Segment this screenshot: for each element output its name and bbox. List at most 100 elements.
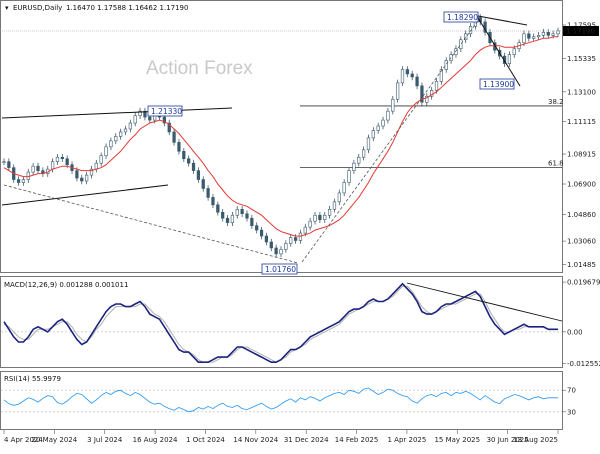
candle-body: [430, 90, 434, 97]
rsi-plot: [1, 387, 562, 413]
price-tick-label: 1.15335: [567, 55, 596, 63]
dashed-trendline: [301, 17, 481, 263]
candle-body: [342, 182, 346, 194]
candle-body: [250, 217, 254, 226]
price-tick-label: 1.03060: [567, 238, 596, 246]
candle-body: [381, 119, 385, 127]
rsi-label: RSI(14) 55.9979: [4, 375, 61, 383]
candle-body: [182, 150, 186, 160]
candle-body: [284, 243, 288, 250]
channel-lower-line: [1, 184, 169, 206]
ohlc-readout: 1.16470 1.17588 1.16462 1.17190: [66, 4, 188, 12]
candle-body: [65, 158, 69, 165]
candle-body: [347, 170, 351, 183]
candle-body: [191, 162, 196, 171]
candle-body: [128, 122, 132, 130]
candle-body: [439, 69, 443, 82]
x-tick-label: 4 Apr 2024: [4, 436, 43, 444]
candle-body: [444, 60, 448, 70]
candle-body: [425, 95, 429, 103]
annotation-box: [479, 78, 515, 90]
x-tick-label: 1 Apr 2025: [387, 436, 426, 444]
price-tick-label: 1.06900: [567, 181, 596, 189]
candle-body: [400, 69, 405, 84]
candle-body: [225, 217, 230, 223]
candle-body: [454, 48, 458, 55]
candle-body: [279, 249, 283, 255]
candle-body: [177, 142, 181, 152]
candle-body: [415, 76, 419, 87]
candle-body: [318, 214, 322, 220]
candle-body: [332, 201, 337, 210]
candle-body: [259, 229, 264, 237]
candle-body: [264, 235, 269, 243]
macd-plot: [1, 282, 563, 364]
candle-body: [434, 81, 439, 91]
candle-body: [138, 110, 142, 116]
rsi-tick-label: 30: [567, 408, 576, 416]
price-tick-label: 1.13100: [567, 88, 596, 96]
wedge-upper-line: [477, 15, 528, 26]
wedge-lower-line: [477, 17, 521, 87]
x-tick-label: 16 Aug 2024: [133, 436, 178, 444]
candle-body: [361, 149, 366, 158]
candle-body: [230, 214, 235, 223]
candle-body: [357, 156, 361, 164]
candle-body: [274, 247, 278, 255]
price-tick-label: 1.11115: [567, 118, 596, 126]
candle-body: [327, 208, 332, 216]
candle-body: [36, 165, 40, 171]
candle-body: [216, 204, 220, 213]
candle-body: [532, 36, 536, 39]
candle-body: [94, 162, 98, 170]
candle-body: [119, 131, 123, 137]
candle-body: [104, 146, 108, 157]
candle-body: [289, 237, 293, 244]
axes: 1.17595 1.15335 1.13100 1.11115 1.08915 1.069…: [0, 21, 600, 444]
annotation-box: [147, 105, 183, 117]
rsi-panel-frame: [0, 371, 563, 430]
watermark: Action Forex: [146, 58, 253, 79]
candle-body: [16, 179, 21, 183]
rsi-line: [3, 387, 558, 413]
candle-body: [507, 54, 512, 64]
dashed-trendline: [3, 184, 299, 264]
candle-body: [55, 156, 60, 163]
channel-upper-line: [1, 107, 233, 119]
macd-tick-label: -0.012552: [567, 360, 600, 368]
candle-body: [235, 208, 239, 216]
header-triangle-icon: ▾: [5, 4, 9, 12]
annotation-label: 1.21330: [151, 107, 182, 116]
candle-body: [376, 125, 380, 131]
x-tick-label: 30 Jun 2025: [487, 436, 529, 444]
price-plot: 38.2 61.8 1.21330 1.01760 1.18290 1.13900: [1, 11, 564, 275]
x-tick-label: 14 Feb 2025: [335, 436, 379, 444]
candle-body: [211, 197, 215, 206]
annotation-label: 1.18290: [447, 13, 478, 22]
candle-body: [293, 237, 298, 241]
candle-body: [84, 174, 89, 182]
candle-body: [99, 155, 103, 164]
annotation-box: [261, 263, 298, 275]
x-tick-label: 14 Nov 2024: [233, 436, 278, 444]
candle-body: [459, 39, 463, 49]
candle-body: [187, 158, 191, 164]
candle-body: [240, 208, 244, 215]
candle-body: [31, 165, 35, 173]
candle-body: [410, 73, 414, 78]
candle-body: [255, 225, 259, 231]
candle-body: [323, 214, 327, 220]
candle-body: [536, 35, 541, 38]
macd-divergence-line: [406, 282, 563, 322]
candle-body: [386, 110, 390, 121]
candle-body: [89, 168, 94, 176]
candle-body: [337, 192, 341, 203]
candle-body: [556, 30, 560, 35]
fib-level-label: 61.8: [548, 160, 564, 168]
price-tick-label: 1.01485: [567, 261, 596, 269]
candle-body: [405, 69, 409, 75]
last-price-label: 1.17190: [566, 27, 595, 35]
candle-body: [114, 136, 118, 142]
candle-body: [143, 110, 147, 118]
